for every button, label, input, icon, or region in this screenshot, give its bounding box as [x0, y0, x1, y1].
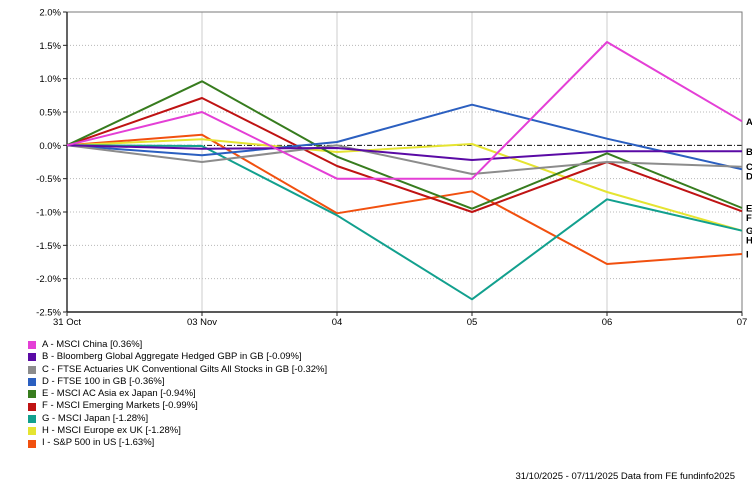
- x-tick-label: 31 Oct: [53, 317, 81, 328]
- x-tick-label: 05: [467, 317, 478, 328]
- legend-item-A: A - MSCI China [0.36%]: [28, 339, 327, 351]
- legend-label-C: C - FTSE Actuaries UK Conventional Gilts…: [42, 363, 328, 375]
- legend-item-F: F - MSCI Emerging Markets [-0.99%]: [28, 400, 327, 412]
- legend-label-H: H - MSCI Europe ex UK [-1.28%]: [42, 425, 181, 437]
- line-chart: 2.0% 1.5% 1.0% 0.5% 0.0% -0.5% -1.0% -1.5% -2.0%…: [36, 8, 752, 329]
- legend-label-F: F - MSCI Emerging Markets [-0.99%]: [42, 400, 198, 412]
- series-line-G: [66, 144, 743, 301]
- legend-label-E: E - MSCI AC Asia ex Japan [-0.94%]: [42, 388, 196, 400]
- y-tick-label: -2.5%: [36, 308, 61, 319]
- plot-border: [66, 11, 743, 313]
- legend-swatch-C: [28, 365, 36, 374]
- legend-item-D: D - FTSE 100 in GB [-0.36%]: [28, 376, 327, 388]
- series-letter-label-I: I: [746, 250, 749, 261]
- legend-swatch-B: [28, 353, 36, 362]
- x-tick-label: 06: [602, 317, 613, 328]
- series-letter-label-B: B: [746, 147, 752, 158]
- y-tick-label: -2.0%: [36, 274, 61, 285]
- legend-label-D: D - FTSE 100 in GB [-0.36%]: [42, 375, 165, 387]
- legend-item-C: C - FTSE Actuaries UK Conventional Gilts…: [28, 364, 327, 376]
- legend-swatch-H: [28, 427, 36, 436]
- series-line-C: [66, 144, 743, 175]
- legend-item-E: E - MSCI AC Asia ex Japan [-0.94%]: [28, 388, 327, 400]
- series-line-I: [66, 133, 743, 265]
- series-line-H: [66, 138, 743, 232]
- series-line-A: [66, 41, 743, 180]
- y-tick-label: -1.0%: [36, 208, 61, 219]
- x-tick-label: 04: [332, 317, 343, 328]
- y-tick-label: 1.0%: [39, 74, 61, 85]
- legend-item-G: G - MSCI Japan [-1.28%]: [28, 413, 327, 425]
- legend-item-B: B - Bloomberg Global Aggregate Hedged GB…: [28, 351, 327, 363]
- legend-swatch-D: [28, 378, 36, 387]
- y-tick-label: 2.0%: [39, 8, 61, 19]
- legend-label-G: G - MSCI Japan [-1.28%]: [42, 412, 149, 424]
- legend-swatch-F: [28, 402, 36, 411]
- legend-item-H: H - MSCI Europe ex UK [-1.28%]: [28, 425, 327, 437]
- legend-item-I: I - S&P 500 in US [-1.63%]: [28, 437, 327, 449]
- legend-label-B: B - Bloomberg Global Aggregate Hedged GB…: [42, 351, 302, 363]
- y-tick-label: 0.0%: [39, 141, 61, 152]
- x-tick-label: 03 Nov: [187, 317, 217, 328]
- legend-swatch-G: [28, 414, 36, 423]
- legend-swatch-E: [28, 390, 36, 399]
- legend-label-A: A - MSCI China [0.36%]: [42, 339, 143, 350]
- series-letter-label-E: E: [746, 204, 752, 215]
- x-tick-label: 07: [737, 317, 748, 328]
- legend-swatch-I: [28, 439, 36, 448]
- series-letter-label-H: H: [746, 236, 752, 247]
- chart-legend: A - MSCI China [0.36%] B - Bloomberg Glob…: [28, 339, 327, 450]
- series-letter-label-G: G: [746, 226, 752, 237]
- series-line-F: [66, 97, 743, 213]
- series-letter-label-D: D: [746, 172, 752, 183]
- series-line-D: [66, 103, 743, 171]
- y-tick-label: 0.5%: [39, 108, 61, 119]
- y-tick-label: -0.5%: [36, 174, 61, 185]
- series-line-B: [66, 144, 742, 161]
- chart-footer-attribution: 31/10/2025 - 07/11/2025 Data from FE fun…: [515, 471, 735, 482]
- series-letter-label-C: C: [746, 162, 752, 173]
- legend-label-I: I - S&P 500 in US [-1.63%]: [42, 437, 155, 449]
- series-letter-label-A: A: [746, 117, 752, 128]
- y-tick-label: -1.5%: [36, 241, 61, 252]
- series-letter-label-F: F: [746, 213, 752, 224]
- y-tick-label: 1.5%: [39, 41, 61, 52]
- legend-swatch-A: [28, 341, 36, 350]
